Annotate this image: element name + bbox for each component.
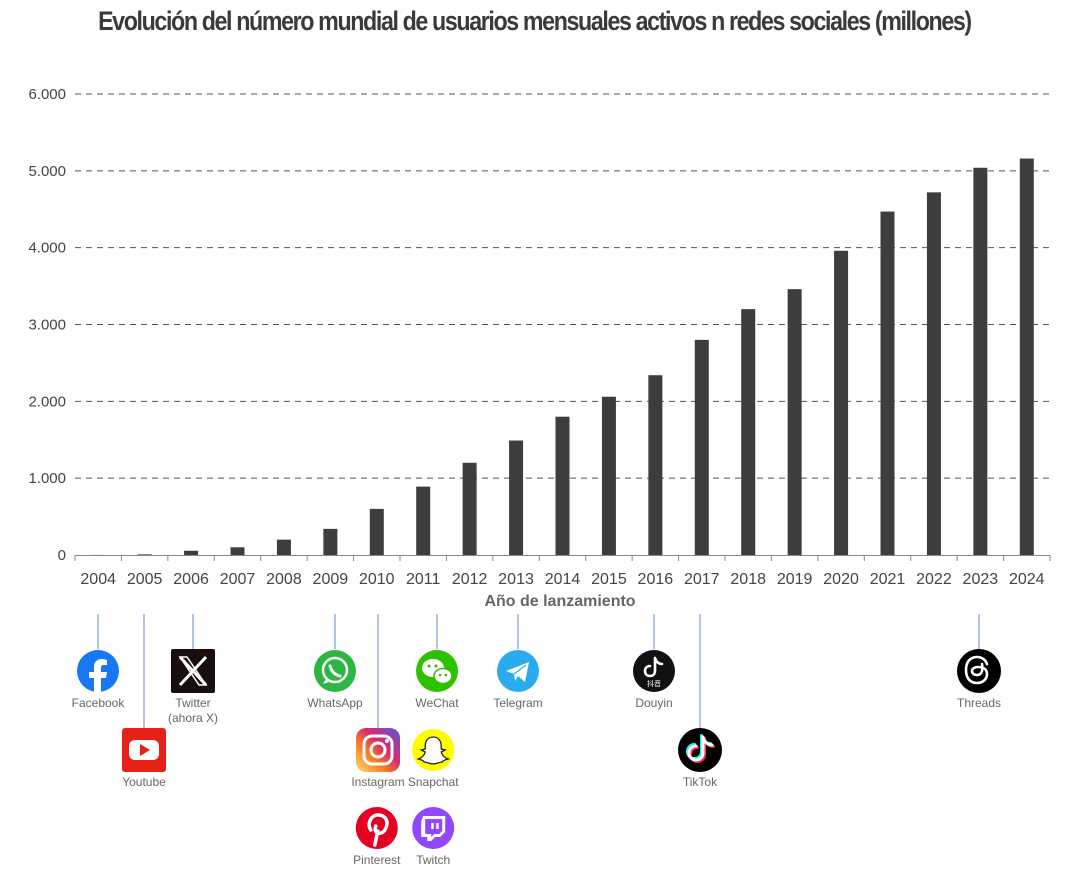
x-tick-label: 2020 [823, 571, 859, 588]
y-axis-ticks: 0 1.000 2.000 3.000 4.000 5.000 6.000 [28, 86, 66, 564]
bar-2014 [555, 416, 570, 555]
app-label: Facebook [72, 696, 126, 710]
y-tick-label: 3.000 [28, 317, 66, 334]
tiktok-icon [678, 728, 722, 772]
app-label: Youtube [122, 775, 166, 789]
chart-title: Evolución del número mundial de usuarios… [98, 6, 972, 36]
y-tick-label: 6.000 [28, 86, 66, 103]
x-tick-label: 2005 [127, 571, 163, 588]
x-tick-label: 2015 [591, 571, 627, 588]
bar-2021 [880, 211, 895, 555]
app-label: WhatsApp [307, 696, 363, 710]
x-tick-label: 2014 [545, 571, 581, 588]
whatsapp-icon [314, 650, 356, 692]
app-label-secondary: (ahora X) [168, 711, 218, 725]
bar-2017 [694, 339, 709, 555]
x-tick-label: 2007 [220, 571, 256, 588]
app-label: Instagram [351, 775, 404, 789]
threads-icon [957, 649, 1001, 693]
bar-2016 [648, 375, 663, 555]
x-tick-label: 2023 [963, 571, 999, 588]
app-label: Twitter [175, 696, 210, 710]
x-axis-ticks: 2004 2005 2006 2007 2008 2009 2010 2011 2012 2013… [74, 555, 1051, 588]
app-label: Douyin [635, 696, 672, 710]
y-tick-label: 0 [58, 547, 66, 564]
bar-2007 [230, 547, 245, 555]
x-tick-label: 2008 [266, 571, 302, 588]
app-label: Telegram [493, 696, 542, 710]
bar-2010 [369, 508, 384, 555]
x-tick-label: 2011 [406, 571, 441, 588]
bar-2022 [926, 192, 941, 555]
app-label: Twitch [416, 853, 450, 867]
bar-2013 [509, 440, 524, 555]
y-tick-label: 5.000 [28, 163, 66, 180]
app-label: Pinterest [353, 853, 401, 867]
x-tick-label: 2010 [359, 571, 395, 588]
x-axis-label: Año de lanzamiento [484, 593, 635, 610]
facebook-icon [77, 650, 119, 692]
x-tick-label: 2017 [684, 571, 720, 588]
x-tick-label: 2019 [777, 571, 813, 588]
x-tick-label: 2004 [80, 571, 116, 588]
x-tick-label: 2024 [1009, 571, 1045, 588]
bar-2019 [787, 289, 802, 555]
x-tick-label: 2013 [498, 571, 534, 588]
bar-2023 [973, 167, 988, 555]
svg-text:抖音: 抖音 [647, 679, 661, 688]
bar-2015 [601, 396, 616, 555]
x-tick-label: 2016 [638, 571, 674, 588]
bar-2011 [416, 486, 431, 555]
wechat-icon [416, 650, 458, 692]
bar-2018 [741, 309, 756, 555]
telegram-icon [497, 650, 539, 692]
bars [91, 158, 1034, 556]
x-tick-label: 2006 [173, 571, 209, 588]
bar-2005 [137, 554, 152, 555]
bar-2006 [184, 550, 199, 555]
x-tick-label: 2021 [870, 571, 906, 588]
bar-2008 [276, 539, 291, 555]
douyin-icon: 抖音 [633, 650, 675, 692]
launch-icons: Facebook Youtube Twitter(ahora X) WhatsApp I… [72, 614, 1001, 867]
app-label: TikTok [683, 775, 718, 789]
y-tick-label: 4.000 [28, 240, 66, 257]
youtube-icon [122, 728, 166, 772]
x-tick-label: 2012 [452, 571, 488, 588]
x-tick-label: 2009 [313, 571, 349, 588]
bar-2012 [462, 462, 477, 555]
bar-2020 [834, 250, 849, 556]
app-label: Snapchat [408, 775, 459, 789]
bar-2009 [323, 528, 338, 555]
x-tick-label: 2022 [916, 571, 952, 588]
app-label: Threads [957, 696, 1001, 710]
app-label: WeChat [415, 696, 459, 710]
x-tick-label: 2018 [730, 571, 766, 588]
bar-2024 [1019, 158, 1034, 556]
y-tick-label: 2.000 [28, 393, 66, 410]
pinterest-icon [355, 807, 398, 849]
x-twitter-icon [171, 649, 215, 693]
instagram-icon [356, 728, 400, 772]
twitch-icon [412, 807, 455, 849]
y-tick-label: 1.000 [28, 470, 66, 487]
snapchat-icon [412, 729, 455, 771]
